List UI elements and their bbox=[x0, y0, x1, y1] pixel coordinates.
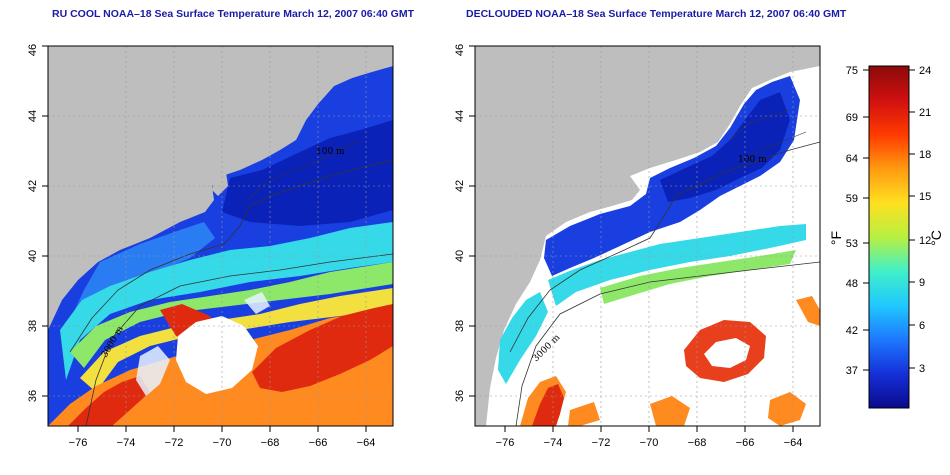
right-slope-green bbox=[600, 250, 796, 304]
left-x-tick-label: −70 bbox=[213, 437, 232, 449]
colorbar-celsius-label: °C bbox=[928, 230, 944, 246]
left-y-tick-label: 38 bbox=[27, 320, 39, 332]
right-contour-100m bbox=[509, 141, 820, 353]
colorbar-f-tick: 69 bbox=[846, 112, 858, 124]
colorbar-f-tick: 48 bbox=[846, 278, 858, 290]
left-y-tick-label: 36 bbox=[27, 390, 39, 402]
left-nova-scotia-land bbox=[286, 46, 393, 140]
right-contour-3000m bbox=[515, 261, 820, 426]
colorbar-f-tick: 53 bbox=[846, 238, 858, 250]
right-x-tick-label: −70 bbox=[640, 437, 659, 449]
colorbar bbox=[868, 65, 910, 409]
left-map-frame bbox=[47, 45, 394, 427]
right-y-tick-label: 40 bbox=[454, 250, 466, 262]
colorbar-f-tick: 59 bbox=[846, 193, 858, 205]
left-x-tick-label: −68 bbox=[261, 437, 280, 449]
right-label-100m: 100 m bbox=[738, 155, 767, 165]
right-land bbox=[475, 46, 820, 426]
left-grid bbox=[48, 46, 393, 426]
left-x-tick-label: −74 bbox=[117, 437, 136, 449]
left-y-tick-label: 44 bbox=[27, 110, 39, 122]
right-x-axis bbox=[504, 426, 794, 432]
right-y-axis bbox=[469, 45, 475, 397]
right-y-tick-label: 38 bbox=[454, 320, 466, 332]
left-slope-cyan bbox=[60, 222, 393, 380]
left-panel-title: RU COOL NOAA–18 Sea Surface Temperature … bbox=[52, 8, 415, 20]
left-x-tick-label: −66 bbox=[309, 437, 328, 449]
right-gulf-stream-red bbox=[532, 384, 564, 426]
colorbar-c-tick: 21 bbox=[919, 107, 931, 119]
colorbar-f-tick: 42 bbox=[846, 325, 858, 337]
right-grid bbox=[475, 46, 820, 426]
colorbar-celsius-ticks bbox=[909, 69, 915, 369]
left-label-100m: 100 m bbox=[316, 147, 345, 157]
right-x-tick-label: −68 bbox=[688, 437, 707, 449]
right-warm-eddy-core bbox=[704, 338, 750, 368]
left-contour-100m bbox=[69, 159, 393, 353]
colorbar-c-tick: 12 bbox=[919, 235, 931, 247]
left-slope-green bbox=[70, 262, 393, 368]
right-map-frame bbox=[474, 45, 821, 427]
left-cloud-speckle bbox=[136, 292, 270, 396]
right-coastal-cyan bbox=[498, 292, 548, 384]
colorbar-c-tick: 3 bbox=[919, 363, 925, 375]
left-contour-3000m bbox=[85, 253, 393, 426]
left-cape-cod-land bbox=[212, 172, 228, 196]
left-x-tick-label: −72 bbox=[165, 437, 184, 449]
colorbar-f-tick: 64 bbox=[846, 153, 858, 165]
left-x-tick-label: −76 bbox=[69, 437, 88, 449]
colorbar-c-tick: 24 bbox=[919, 65, 931, 77]
left-x-axis bbox=[77, 426, 367, 432]
right-map: 100 m 3000 m bbox=[475, 46, 820, 426]
left-warm-yellow bbox=[80, 288, 393, 392]
right-panel-title: DECLOUDED NOAA–18 Sea Surface Temperatur… bbox=[466, 8, 847, 20]
colorbar-c-tick: 15 bbox=[919, 191, 931, 203]
right-y-tick-label: 46 bbox=[454, 44, 466, 56]
right-y-tick-label: 42 bbox=[454, 180, 466, 192]
colorbar-f-tick: 37 bbox=[846, 365, 858, 377]
right-x-tick-label: −66 bbox=[736, 437, 755, 449]
right-x-tick-label: −64 bbox=[784, 437, 803, 449]
left-y-tick-label: 42 bbox=[27, 180, 39, 192]
left-gulf-stream-red bbox=[68, 304, 393, 426]
colorbar-fahrenheit-ticks bbox=[863, 69, 869, 371]
right-orange-patches bbox=[568, 296, 820, 426]
colorbar-fahrenheit-label: °F bbox=[828, 231, 844, 245]
right-y-tick-label: 36 bbox=[454, 390, 466, 402]
left-x-tick-label: −64 bbox=[357, 437, 376, 449]
left-y-tick-label: 46 bbox=[27, 44, 39, 56]
colorbar-c-tick: 6 bbox=[919, 320, 925, 332]
right-gulf-of-maine bbox=[660, 92, 790, 202]
left-contour-shelf-inner bbox=[247, 139, 361, 201]
right-x-tick-label: −72 bbox=[592, 437, 611, 449]
right-x-tick-label: −74 bbox=[544, 437, 563, 449]
left-cloud-patch bbox=[176, 316, 258, 394]
left-y-axis bbox=[42, 45, 48, 397]
colorbar-c-tick: 9 bbox=[919, 277, 925, 289]
right-x-tick-label: −76 bbox=[496, 437, 515, 449]
right-slope-cyan bbox=[548, 224, 806, 306]
left-map: 100 m 3000 m bbox=[48, 46, 393, 426]
colorbar-f-tick: 75 bbox=[846, 65, 858, 77]
left-gulf-of-maine bbox=[222, 120, 393, 226]
right-y-tick-label: 44 bbox=[454, 110, 466, 122]
right-contour-shelf-inner bbox=[729, 109, 807, 161]
colorbar-c-tick: 18 bbox=[919, 149, 931, 161]
left-y-tick-label: 40 bbox=[27, 250, 39, 262]
